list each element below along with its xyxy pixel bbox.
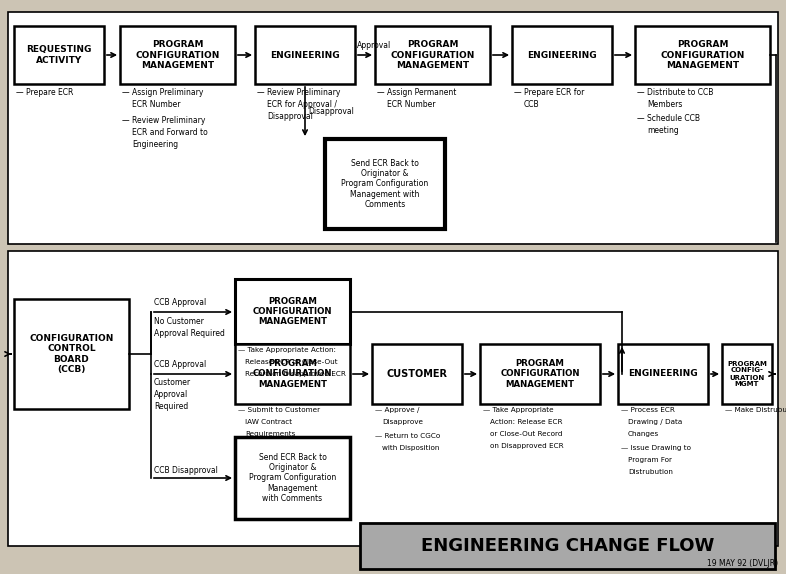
Text: — Distribute to CCB: — Distribute to CCB [637, 88, 714, 97]
Text: — Review Preliminary: — Review Preliminary [257, 88, 340, 97]
Bar [512, 26, 612, 84]
Bar [14, 299, 129, 409]
Text: ECR Number: ECR Number [387, 100, 435, 109]
Bar [372, 344, 462, 404]
Bar [375, 26, 490, 84]
Text: — Review Preliminary: — Review Preliminary [122, 116, 205, 125]
Text: ECR for Approval /: ECR for Approval / [267, 100, 337, 109]
Text: ECR and Forward to: ECR and Forward to [132, 128, 208, 137]
Text: REQUESTING
ACTIVITY: REQUESTING ACTIVITY [26, 45, 92, 65]
Text: Approval: Approval [154, 390, 189, 399]
Bar [635, 26, 770, 84]
Text: Customer: Customer [154, 378, 191, 387]
Text: Program For: Program For [628, 457, 672, 463]
Text: PROGRAM
CONFIGURATION
MANAGEMENT: PROGRAM CONFIGURATION MANAGEMENT [660, 40, 744, 70]
Text: — Prepare ECR: — Prepare ECR [16, 88, 73, 97]
Text: with Disposition: with Disposition [382, 445, 439, 451]
Bar [235, 344, 350, 404]
Text: — Take Appropriate Action:: — Take Appropriate Action: [238, 347, 336, 353]
Bar [722, 344, 772, 404]
Text: Disapproval: Disapproval [267, 112, 313, 121]
Text: PROGRAM
CONFIGURATION
MANAGEMENT: PROGRAM CONFIGURATION MANAGEMENT [391, 40, 475, 70]
Text: ENGINEERING: ENGINEERING [628, 370, 698, 378]
Text: Send ECR Back to
Originator &
Program Configuration
Management with
Comments: Send ECR Back to Originator & Program Co… [341, 158, 428, 210]
Text: — Assign Permanent: — Assign Permanent [377, 88, 457, 97]
Text: CCB Approval: CCB Approval [154, 360, 206, 369]
Text: Approval: Approval [357, 41, 391, 50]
Text: PROGRAM
CONFIGURATION
MANAGEMENT: PROGRAM CONFIGURATION MANAGEMENT [135, 40, 220, 70]
Text: meeting: meeting [647, 126, 679, 135]
Text: CCB Approval: CCB Approval [154, 298, 206, 307]
Text: — Take Appropriate: — Take Appropriate [483, 407, 553, 413]
Bar [235, 279, 350, 344]
Text: — Submit to Customer: — Submit to Customer [238, 407, 320, 413]
Text: — Return to CGCo: — Return to CGCo [375, 433, 440, 439]
Bar [480, 344, 600, 404]
Text: — Prepare ECR for: — Prepare ECR for [514, 88, 584, 97]
Text: — Assign Preliminary: — Assign Preliminary [122, 88, 204, 97]
Text: CONFIGURATION
CONTROL
BOARD
(CCB): CONFIGURATION CONTROL BOARD (CCB) [29, 334, 114, 374]
Text: Approval Required: Approval Required [154, 329, 225, 338]
Bar [8, 251, 778, 546]
Text: Required: Required [154, 402, 189, 411]
Text: Release ECR or Close-Out: Release ECR or Close-Out [245, 359, 338, 365]
Text: Members: Members [647, 100, 682, 109]
Text: Send ECR Back to
Originator &
Program Configuration
Management
with Comments: Send ECR Back to Originator & Program Co… [249, 453, 336, 503]
Bar [8, 12, 778, 244]
Bar [235, 437, 350, 519]
Text: ENGINEERING: ENGINEERING [270, 51, 340, 60]
Text: or Close-Out Record: or Close-Out Record [490, 431, 563, 437]
Text: Drawing / Data: Drawing / Data [628, 419, 682, 425]
Text: Engineering: Engineering [132, 140, 178, 149]
Text: Changes: Changes [628, 431, 659, 437]
Text: PROGRAM
CONFIGURATION
MANAGEMENT: PROGRAM CONFIGURATION MANAGEMENT [500, 359, 580, 389]
Text: — Schedule CCB: — Schedule CCB [637, 114, 700, 123]
Text: IAW Contract: IAW Contract [245, 419, 292, 425]
Text: Disapprove: Disapprove [382, 419, 423, 425]
Text: Disapproval: Disapproval [308, 107, 354, 116]
Text: 19 MAY 92 (DVLJR): 19 MAY 92 (DVLJR) [707, 559, 778, 568]
Text: — Process ECR: — Process ECR [621, 407, 675, 413]
Text: CUSTOMER: CUSTOMER [387, 369, 447, 379]
Text: ENGINEERING CHANGE FLOW: ENGINEERING CHANGE FLOW [421, 537, 714, 555]
Bar [618, 344, 708, 404]
Bar [255, 26, 355, 84]
Text: PROGRAM
CONFIGURATION
MANAGEMENT: PROGRAM CONFIGURATION MANAGEMENT [253, 359, 332, 389]
Text: ENGINEERING: ENGINEERING [527, 51, 597, 60]
Text: PROGRAM
CONFIGURATION
MANAGEMENT: PROGRAM CONFIGURATION MANAGEMENT [253, 297, 332, 327]
Text: — Make Distrubution: — Make Distrubution [725, 407, 786, 413]
Bar [14, 26, 104, 84]
Text: — Issue Drawing to: — Issue Drawing to [621, 445, 691, 451]
Text: CCB Disapproval: CCB Disapproval [154, 466, 218, 475]
Text: Distrubution: Distrubution [628, 469, 673, 475]
Text: Action: Release ECR: Action: Release ECR [490, 419, 563, 425]
Text: ECR Number: ECR Number [132, 100, 181, 109]
Bar [120, 26, 235, 84]
Text: No Customer: No Customer [154, 317, 204, 326]
Text: Record on Disapproved ECR: Record on Disapproved ECR [245, 371, 346, 377]
Text: CCB: CCB [524, 100, 540, 109]
Bar [360, 523, 775, 569]
Text: — Approve /: — Approve / [375, 407, 420, 413]
Text: Requirements: Requirements [245, 431, 296, 437]
Text: PROGRAM
CONFIG-
URATION
MGMT: PROGRAM CONFIG- URATION MGMT [727, 360, 767, 387]
Text: on Disapproved ECR: on Disapproved ECR [490, 443, 564, 449]
Bar [325, 139, 445, 229]
